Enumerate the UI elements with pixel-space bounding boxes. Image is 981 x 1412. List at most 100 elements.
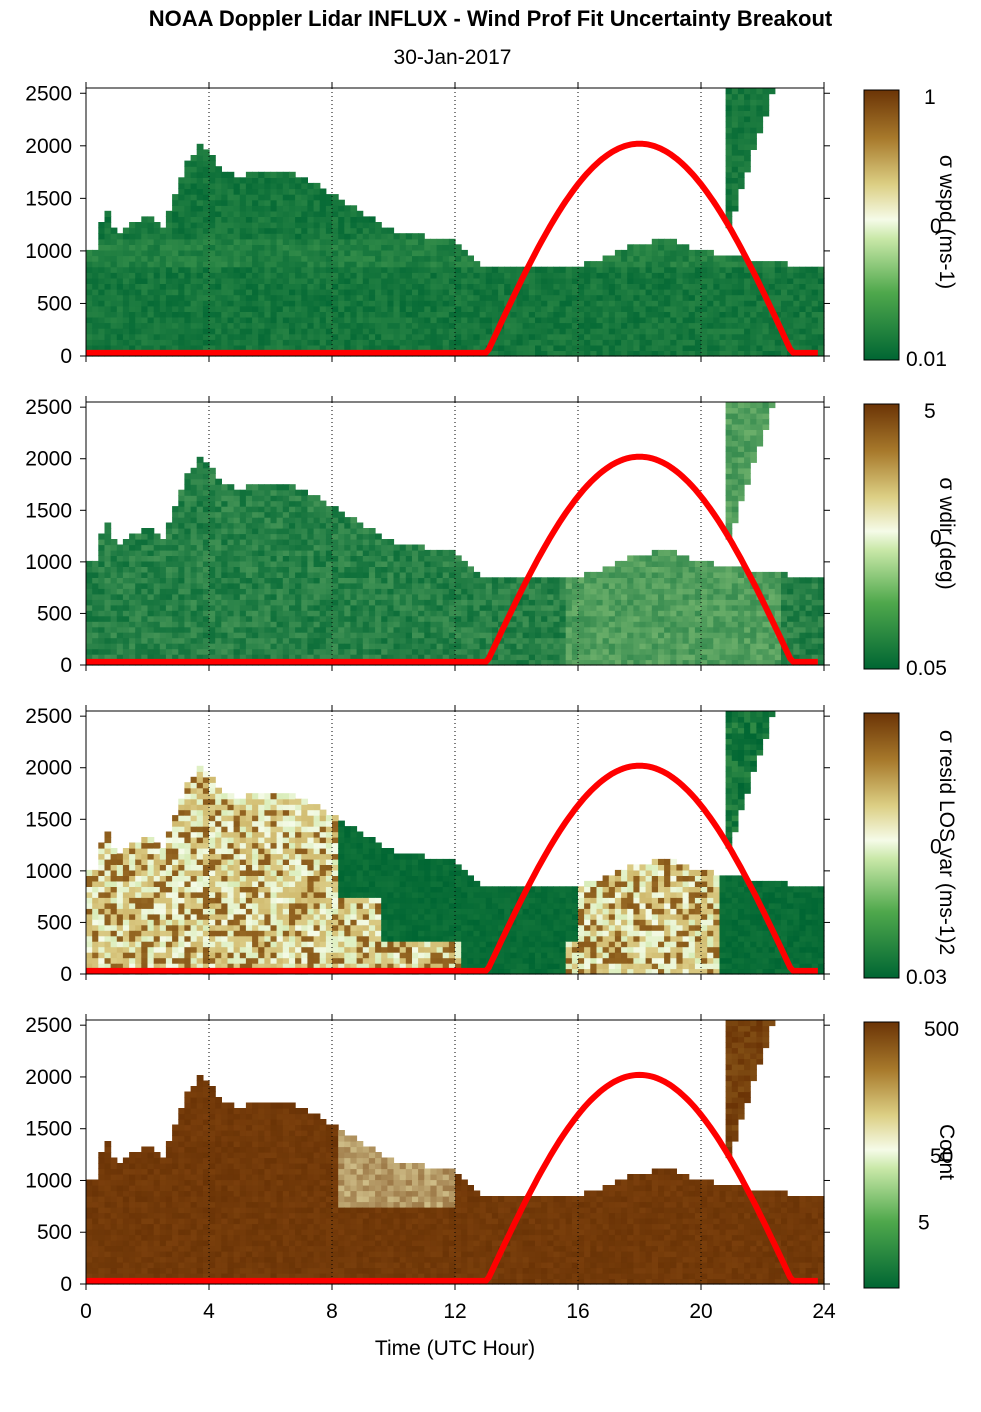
heatmap-cell xyxy=(455,588,462,595)
heatmap-cell xyxy=(264,182,272,190)
heatmap-cell xyxy=(264,283,272,290)
heatmap-cell xyxy=(196,233,204,240)
heatmap-cell xyxy=(522,328,530,335)
heatmap-cell xyxy=(245,506,253,513)
heatmap-cell xyxy=(264,222,272,229)
heatmap-cell xyxy=(356,555,364,562)
heatmap-cell xyxy=(387,549,395,556)
heatmap-cell xyxy=(639,266,647,273)
heatmap-cell xyxy=(307,495,315,502)
heatmap-cell xyxy=(793,344,800,351)
heatmap-cell xyxy=(289,305,296,312)
heatmap-cell xyxy=(276,316,284,324)
heatmap-cell xyxy=(313,566,321,573)
heatmap-cell xyxy=(190,199,198,206)
heatmap-cell xyxy=(781,311,788,318)
heatmap-cell xyxy=(245,604,253,611)
heatmap-cell xyxy=(393,238,401,245)
heatmap-cell xyxy=(756,110,764,117)
heatmap-cell xyxy=(258,582,265,589)
heatmap-cell xyxy=(325,266,333,273)
heatmap-cell xyxy=(701,350,708,357)
heatmap-cell xyxy=(276,522,284,529)
heatmap-cell xyxy=(325,528,333,535)
heatmap-cell xyxy=(387,311,395,318)
heatmap-cell xyxy=(491,316,499,324)
heatmap-cell xyxy=(510,643,518,650)
heatmap-cell xyxy=(344,283,351,290)
heatmap-cell xyxy=(122,249,130,257)
heatmap-cell xyxy=(553,582,561,589)
heatmap-cell xyxy=(621,261,628,268)
heatmap-cell xyxy=(338,333,345,340)
heatmap-cell xyxy=(762,104,770,111)
heatmap-cell xyxy=(196,467,204,474)
heatmap-cell xyxy=(479,316,487,324)
heatmap-cell xyxy=(258,517,265,524)
heatmap-cell xyxy=(122,604,130,611)
heatmap-cell xyxy=(221,227,229,234)
heatmap-cell xyxy=(221,555,229,562)
heatmap-cell xyxy=(239,615,247,622)
heatmap-cell xyxy=(227,610,235,617)
heatmap-cell xyxy=(461,571,468,578)
heatmap-cell xyxy=(325,577,333,584)
heatmap-cell xyxy=(424,339,431,346)
heatmap-cell xyxy=(756,339,764,346)
heatmap-cell xyxy=(221,277,229,284)
heatmap-cell xyxy=(553,654,561,661)
heatmap-cell xyxy=(350,604,358,611)
heatmap-cell xyxy=(165,283,173,290)
heatmap-cell xyxy=(399,244,407,251)
heatmap-cell xyxy=(319,517,327,524)
heatmap-cell xyxy=(135,555,142,562)
heatmap-cell xyxy=(541,643,548,650)
heatmap-cell xyxy=(313,528,321,535)
heatmap-cell xyxy=(399,333,407,340)
heatmap-cell xyxy=(104,339,112,346)
heatmap-cell xyxy=(412,544,419,551)
heatmap-cell xyxy=(633,350,641,357)
heatmap-cell xyxy=(209,571,216,578)
heatmap-cell xyxy=(781,289,788,296)
heatmap-cell xyxy=(473,599,481,606)
heatmap-cell xyxy=(793,266,800,273)
heatmap-cell xyxy=(688,328,696,335)
heatmap-cell xyxy=(307,648,315,655)
heatmap-cell xyxy=(344,222,351,229)
heatmap-cell xyxy=(221,188,229,195)
heatmap-cell xyxy=(768,333,776,340)
heatmap-cell xyxy=(565,604,573,611)
heatmap-cell xyxy=(707,289,714,296)
heatmap-cell xyxy=(584,350,591,357)
heatmap-cell xyxy=(658,300,665,307)
heatmap-cell xyxy=(596,305,604,312)
heatmap-cell xyxy=(498,615,505,622)
heatmap-cell xyxy=(393,283,401,290)
heatmap-cell xyxy=(387,283,395,290)
heatmap-cell xyxy=(301,333,308,340)
heatmap-cell xyxy=(436,654,444,661)
heatmap-cell xyxy=(485,311,493,318)
heatmap-cell xyxy=(405,294,413,301)
heatmap-cell xyxy=(621,599,628,606)
heatmap-cell xyxy=(332,266,339,273)
heatmap-cell xyxy=(651,316,659,324)
heatmap-cell xyxy=(664,244,671,251)
heatmap-cell xyxy=(184,188,192,195)
heatmap-cell xyxy=(504,350,511,357)
heatmap-cell xyxy=(627,316,634,324)
heatmap-cell xyxy=(159,333,167,340)
heatmap-cell xyxy=(387,615,395,622)
heatmap-cell xyxy=(522,294,530,301)
heatmap-cell xyxy=(479,610,487,617)
heatmap-cell xyxy=(602,261,610,268)
heatmap-cell xyxy=(184,177,192,184)
heatmap-cell xyxy=(584,294,591,301)
heatmap-cell xyxy=(707,350,714,357)
heatmap-cell xyxy=(633,289,641,296)
heatmap-cell xyxy=(104,216,112,223)
heatmap-cell xyxy=(768,316,776,324)
heatmap-cell xyxy=(258,205,265,212)
heatmap-cell xyxy=(658,244,665,251)
